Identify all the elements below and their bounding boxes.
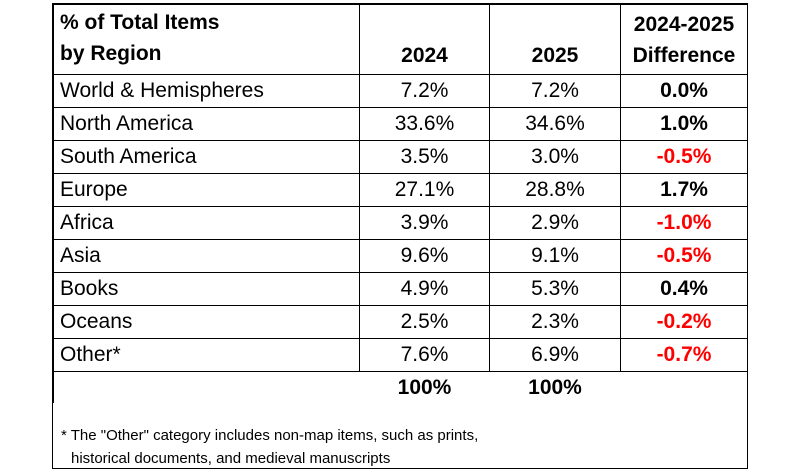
value-2024-cell: 4.9% [359,272,490,306]
header-row: % of Total Items by Region 2024 2025 202… [53,4,748,75]
table-row: Oceans 2.5% 2.3% -0.2% [53,305,748,339]
table-row: North America 33.6% 34.6% 1.0% [53,107,748,141]
footnote-line1: * The "Other" category includes non-map … [61,427,479,444]
value-2024-cell: 3.9% [359,206,490,240]
value-2025-cell: 6.9% [489,338,621,372]
region-cell: Africa [53,206,360,240]
value-2024-cell: 3.5% [359,140,490,174]
value-2024-cell: 33.6% [359,107,490,141]
header-difference: 2024-2025 Difference [620,4,748,75]
difference-cell: 1.0% [620,107,748,141]
table-row: Europe 27.1% 28.8% 1.7% [53,173,748,207]
region-cell: Books [53,272,360,306]
difference-cell: -0.2% [620,305,748,339]
region-cell: Asia [53,239,360,273]
table-row: Books 4.9% 5.3% 0.4% [53,272,748,306]
table-row: Other* 7.6% 6.9% -0.7% [53,338,748,372]
difference-cell: 1.7% [620,173,748,207]
region-cell: South America [53,140,360,174]
table-row: Africa 3.9% 2.9% -1.0% [53,206,748,240]
total-2024-cell: 100% [359,371,490,403]
header-2025: 2025 [489,4,621,75]
difference-cell: 0.4% [620,272,748,306]
region-cell: Other* [53,338,360,372]
header-region-line1: % of Total Items [60,11,220,34]
totals-row: 100% 100% [53,371,748,403]
footnote-line2: historical documents, and medieval manus… [71,450,391,467]
value-2025-cell: 5.3% [489,272,621,306]
value-2024-cell: 7.2% [359,74,490,108]
header-difference-line2: Difference [632,44,736,67]
region-table-frame: % of Total Items by Region 2024 2025 202… [52,3,748,469]
value-2025-cell: 9.1% [489,239,621,273]
region-cell: World & Hemispheres [53,74,360,108]
region-cell: Oceans [53,305,360,339]
region-percentage-table: % of Total Items by Region 2024 2025 202… [53,4,748,403]
region-cell: North America [53,107,360,141]
value-2025-cell: 34.6% [489,107,621,141]
value-2024-cell: 7.6% [359,338,490,372]
total-difference-cell [620,371,748,403]
header-difference-line1: 2024-2025 [633,13,735,36]
difference-cell: -0.7% [620,338,748,372]
region-cell: Europe [53,173,360,207]
table-row: World & Hemispheres 7.2% 7.2% 0.0% [53,74,748,108]
table-row: Asia 9.6% 9.1% -0.5% [53,239,748,273]
value-2024-cell: 9.6% [359,239,490,273]
footnote: * The "Other" category includes non-map … [61,424,478,470]
value-2025-cell: 7.2% [489,74,621,108]
difference-cell: -0.5% [620,239,748,273]
header-region: % of Total Items by Region [53,4,360,75]
difference-cell: 0.0% [620,74,748,108]
difference-cell: -1.0% [620,206,748,240]
value-2024-cell: 2.5% [359,305,490,339]
value-2025-cell: 28.8% [489,173,621,207]
table-row: South America 3.5% 3.0% -0.5% [53,140,748,174]
header-region-line2: by Region [60,42,162,65]
value-2025-cell: 2.3% [489,305,621,339]
difference-cell: -0.5% [620,140,748,174]
value-2024-cell: 27.1% [359,173,490,207]
value-2025-cell: 3.0% [489,140,621,174]
totals-label-cell [53,371,360,403]
header-2024: 2024 [359,4,490,75]
value-2025-cell: 2.9% [489,206,621,240]
total-2025-cell: 100% [489,371,621,403]
